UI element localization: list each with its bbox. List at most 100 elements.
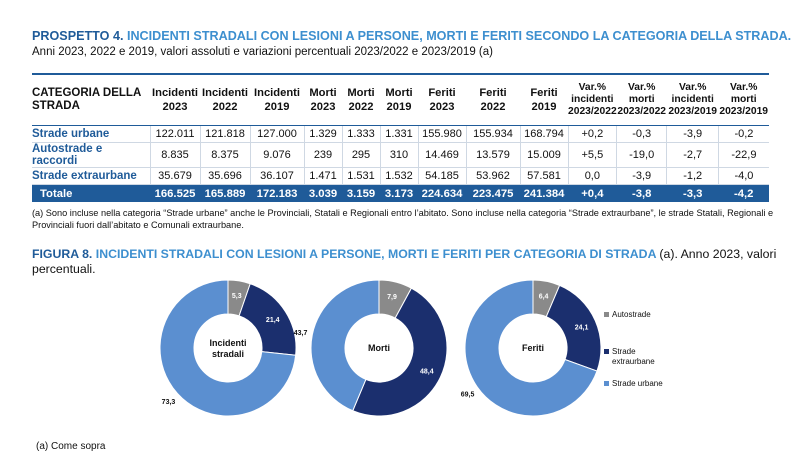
donut-center-label: Feriti [522, 343, 544, 353]
legend-swatch [604, 312, 609, 317]
header-col-top: Var.% incidenti [671, 82, 714, 105]
figure-title-lead: FIGURA 8. [32, 247, 93, 261]
table-cell: -3,9 [666, 125, 719, 143]
table-title-lead: PROSPETTO 4. [32, 29, 124, 43]
table-cell: -0,2 [718, 125, 769, 143]
data-table: CATEGORIA DELLA STRADA Incidenti 2023 Inci… [32, 73, 769, 202]
header-col-year: 2019 [386, 101, 412, 113]
header-col-0: Incidenti 2023 [150, 73, 200, 126]
table-total-row: Totale 166.525 165.889 172.183 3.039 3.159 3.1… [32, 184, 769, 202]
total-cell: -3,8 [616, 184, 667, 202]
header-col-year: 2019 [264, 101, 290, 113]
total-cell: 224.634 [418, 184, 466, 202]
header-col-year: 2022 [480, 101, 506, 113]
legend-label: Strade extraurbane [612, 347, 655, 366]
table-cell: -1,2 [666, 167, 719, 185]
legend-swatch [604, 381, 609, 386]
legend-label: Strade urbane [612, 379, 663, 388]
table-cell: 9.076 [249, 142, 304, 168]
header-col-top: Morti [309, 87, 337, 99]
table-cell: 8.375 [199, 142, 250, 168]
total-cell: 241.384 [520, 184, 568, 202]
donut-center-label: Morti [368, 343, 390, 353]
table-cell: -3,9 [616, 167, 667, 185]
table-cell: -19,0 [616, 142, 667, 168]
header-col-7: Feriti 2022 [466, 73, 520, 126]
header-col-top: Feriti [530, 87, 558, 99]
table-title-text: INCIDENTI STRADALI CON LESIONI A PERSONE… [126, 29, 792, 43]
note-marker: (a) [32, 208, 44, 218]
table-cell: 1.333 [341, 125, 380, 143]
total-cell: 3.039 [304, 184, 342, 202]
header-col-10: Var.% morti 2023/2022 [616, 73, 667, 126]
table-cell: 57.581 [519, 167, 568, 185]
header-col-11: Var.% incidenti 2023/2019 [666, 73, 719, 126]
figure-title: FIGURA 8. INCIDENTI STRADALI CON LESIONI… [32, 247, 782, 277]
total-cell: +0,4 [568, 184, 617, 202]
row-label: Autostrade e raccordi [32, 142, 150, 168]
header-col-year: 2023 [429, 101, 455, 113]
figure-title-text: INCIDENTI STRADALI CON LESIONI A PERSONE… [95, 247, 656, 261]
legend-label: Autostrade [612, 310, 651, 319]
table-cell: 1.532 [379, 167, 418, 185]
table-cell: -2,7 [666, 142, 719, 168]
slice-label: 73,3 [162, 399, 176, 406]
slice-label: 43,7 [294, 330, 308, 337]
table-cell: 295 [341, 142, 380, 168]
total-label: Totale [32, 184, 150, 202]
table-cell: 121.818 [199, 125, 250, 143]
slice-label: 21,4 [266, 317, 280, 324]
table-cell: 1.531 [341, 167, 380, 185]
header-col-year: 2023 [310, 101, 336, 113]
table-cell: 1.331 [379, 125, 418, 143]
table-cell: 155.934 [465, 125, 520, 143]
header-col-top: Var.% incidenti [571, 82, 614, 105]
donut-slice [352, 287, 448, 417]
header-col-top: Var.% morti [627, 82, 656, 105]
table-row: Strade extraurbane 35.679 35.696 36.107 1.47… [32, 167, 769, 185]
donut-slice [545, 284, 602, 372]
header-col-top: Incidenti [254, 87, 300, 99]
header-col-top: Morti [347, 87, 375, 99]
total-cell: 166.525 [150, 184, 200, 202]
total-cell: 172.183 [250, 184, 304, 202]
header-col-9: Var.% incidenti 2023/2022 [568, 73, 617, 126]
total-cell: 3.159 [342, 184, 380, 202]
table-row: Autostrade e raccordi 8.835 8.375 9.076 239 2… [32, 142, 769, 168]
header-col-year: 2022 [212, 101, 238, 113]
slice-label: 48,4 [420, 368, 434, 375]
donut-slice [310, 280, 380, 412]
header-col-1: Incidenti 2022 [200, 73, 250, 126]
header-col-year: 2019 [531, 101, 557, 113]
table-cell: 14.469 [417, 142, 466, 168]
table-cell: 0,0 [567, 167, 617, 185]
table-cell: -0,3 [616, 125, 667, 143]
table-cell: 168.794 [519, 125, 568, 143]
table-cell: 36.107 [249, 167, 304, 185]
table-cell: 35.679 [149, 167, 200, 185]
header-col-2: Incidenti 2019 [250, 73, 304, 126]
table-cell: -22,9 [718, 142, 769, 168]
table-cell: 13.579 [465, 142, 520, 168]
donut-slice [159, 280, 297, 417]
table-cell: 239 [303, 142, 342, 168]
header-col-top: Feriti [479, 87, 507, 99]
note-text: Sono incluse nella categoria “Strade urb… [32, 208, 774, 230]
slice-label: 7,9 [387, 294, 397, 301]
slice-label: 24,1 [575, 324, 589, 331]
table-cell: -4,0 [718, 167, 769, 185]
table-cell: 54.185 [417, 167, 466, 185]
table-row: Strade urbane 122.011 121.818 127.000 1.329 1… [32, 125, 769, 143]
header-col-year: 2023/2022 [617, 106, 667, 117]
header-col-8: Feriti 2019 [520, 73, 568, 126]
header-col-year: 2022 [348, 101, 374, 113]
legend-swatch [604, 349, 609, 354]
table-cell: 1.471 [303, 167, 342, 185]
table-cell: 127.000 [249, 125, 304, 143]
table-cell: 1.329 [303, 125, 342, 143]
table-cell: 8.835 [149, 142, 200, 168]
total-cell: -3,3 [666, 184, 719, 202]
table-cell: 15.009 [519, 142, 568, 168]
header-col-year: 2023/2022 [568, 106, 617, 117]
table-cell: 310 [379, 142, 418, 168]
